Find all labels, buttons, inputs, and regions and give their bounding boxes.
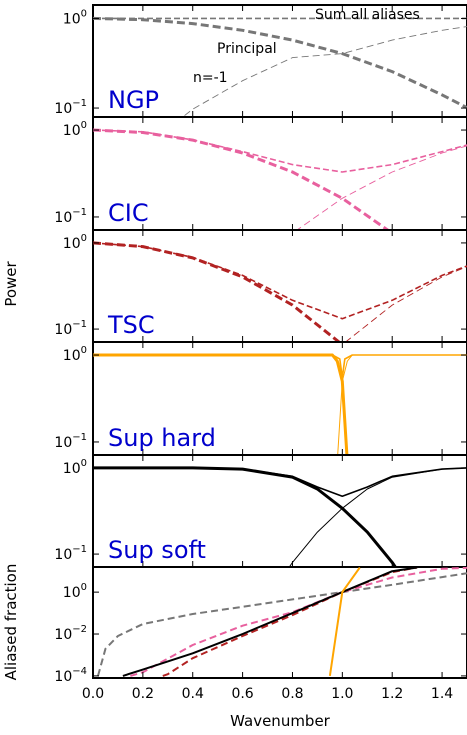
- y-tick-label: 10−1: [54, 319, 87, 338]
- panel-frame: [92, 116, 467, 231]
- y-tick-label: 100: [63, 8, 87, 27]
- panel-label: Sup hard: [108, 424, 216, 452]
- x-axis-label: Wavenumber: [230, 712, 331, 730]
- series-alias: [288, 467, 467, 567]
- x-tick-label: 0.0: [82, 686, 104, 702]
- y-tick-label: 10−1: [54, 544, 87, 563]
- series-principal: [93, 466, 398, 567]
- panel-frame: [92, 566, 467, 679]
- y-axis-label-power: Power: [2, 260, 20, 306]
- annotation: n=-1: [193, 70, 228, 86]
- series-alias: [337, 354, 467, 455]
- panel-label: TSC: [107, 311, 155, 339]
- series-alias: [181, 26, 467, 117]
- y-tick-label: 10−1: [54, 207, 87, 226]
- y-tick-label: 100: [63, 345, 87, 364]
- x-tick-label: 0.2: [132, 686, 154, 702]
- x-tick-label: 1.0: [331, 686, 353, 702]
- x-tick-label: 0.6: [231, 686, 253, 702]
- series-alias: [296, 145, 467, 230]
- series-principal: [93, 241, 342, 342]
- panel-tsc: 100 10−1 TSC: [54, 229, 467, 343]
- x-tick-label: 1.2: [381, 686, 403, 702]
- x-tick-label: 1.4: [431, 686, 453, 702]
- y-axis-label-aliased-fraction: Aliased fraction: [2, 564, 20, 681]
- panel-aliased-fraction: 100 10−2 10−40.0 0.2 0.4 0.6 0.8 1.0 1.2 1.4: [54, 566, 467, 702]
- panel-ngp: 100 10−1 NGP Sum all aliases Principal n=-1: [54, 4, 467, 118]
- x-tick-label: 0.8: [281, 686, 303, 702]
- series-principal: [93, 16, 467, 110]
- fraction-series: [97, 572, 467, 677]
- y-tick-label: 100: [63, 120, 87, 139]
- y-tick-label: 10−1: [54, 432, 87, 451]
- y-tick-label: 100: [63, 233, 87, 252]
- y-tick-label: 10−1: [54, 98, 87, 117]
- annotation: Principal: [217, 41, 277, 57]
- panel-label: NGP: [108, 86, 159, 114]
- series-alias: [344, 266, 467, 342]
- panel-frame: [92, 341, 467, 456]
- panel-label: Sup soft: [108, 536, 206, 564]
- panel-cic: 100 10−1 CIC: [54, 116, 467, 231]
- panel-sup-hard: 100 10−1 Sup hard: [54, 341, 467, 456]
- y-tick-label: 10−4: [54, 666, 87, 685]
- series-principal: [93, 353, 349, 455]
- annotation: Sum all aliases: [315, 7, 420, 23]
- y-tick-label: 10−2: [54, 624, 87, 643]
- y-tick-label: 100: [63, 582, 87, 601]
- series-principal: [93, 128, 391, 230]
- fraction-series: [122, 567, 418, 677]
- y-tick-label: 100: [63, 458, 87, 477]
- fraction-series: [130, 567, 467, 677]
- panel-label: CIC: [108, 199, 149, 227]
- x-tick-label: 0.4: [182, 686, 204, 702]
- panel-frame: [92, 4, 467, 118]
- fraction-series: [328, 567, 361, 677]
